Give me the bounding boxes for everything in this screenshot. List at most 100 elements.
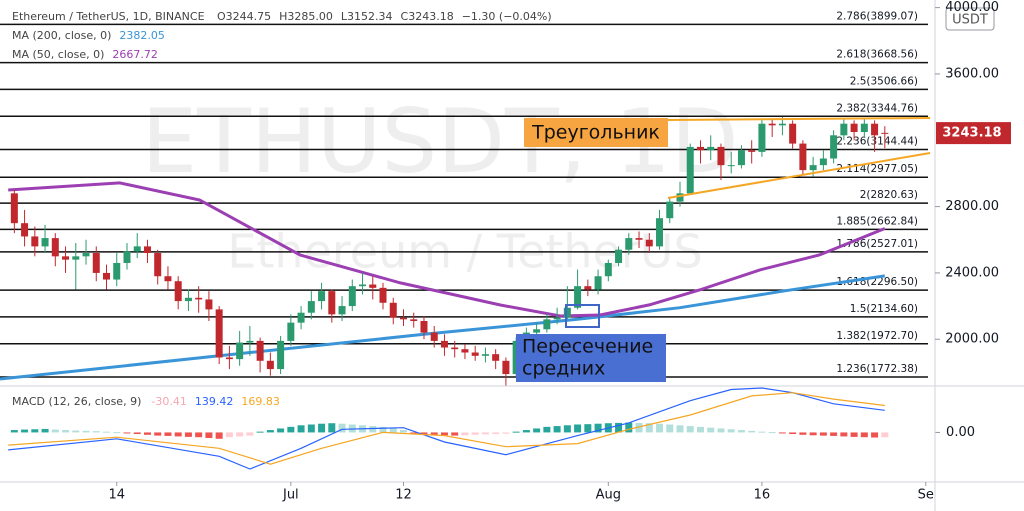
macd-histogram-bar <box>328 423 336 433</box>
macd-histogram-bar <box>154 432 162 436</box>
y-tick-label: 4000.00 <box>945 0 999 15</box>
candle-body <box>748 150 756 152</box>
legend: Ethereum / TetherUS, 1D, BINANCE MA (200… <box>12 10 552 408</box>
candle-body <box>881 132 889 134</box>
macd-histogram-bar <box>184 432 192 437</box>
candle-body <box>809 165 817 171</box>
candle-body <box>758 123 766 152</box>
x-tick-label: Aug <box>596 488 621 503</box>
candle-body <box>799 143 807 171</box>
macd-histogram-bar <box>809 432 817 436</box>
macd-histogram-bar <box>727 429 735 433</box>
macd-histogram-bar <box>215 432 223 439</box>
candle-body <box>359 284 367 287</box>
macd-histogram-bar <box>533 428 541 433</box>
macd-histogram-bar <box>92 431 100 433</box>
macd-legend: MACD (12, 26, close, 9) <box>12 395 141 408</box>
macd-histogram-bar <box>205 432 213 438</box>
candle-body <box>471 352 479 356</box>
y-tick-label: 2400.00 <box>945 265 999 280</box>
macd-histogram-bar <box>31 429 39 433</box>
candle-body <box>594 276 602 290</box>
candle-body <box>123 251 131 263</box>
fib-level-label: 2.786(3899.07) <box>836 10 918 22</box>
macd-histogram-bar <box>819 432 827 436</box>
candle-body <box>778 123 786 126</box>
candle-body <box>440 340 448 348</box>
annotations: Треугольник Пересечение средних <box>516 117 931 382</box>
macd-histogram-bar <box>645 423 653 433</box>
candle-body <box>133 246 141 252</box>
candle-body <box>318 291 326 302</box>
candle-body <box>727 165 735 167</box>
candle-body <box>399 317 407 320</box>
candle-body <box>676 193 684 202</box>
macd-histogram-bar <box>82 430 90 433</box>
candle-body <box>92 253 100 273</box>
macd-histogram-bar <box>615 422 623 433</box>
candle-body <box>72 256 80 260</box>
macd-histogram-bar <box>830 432 838 436</box>
macd-histogram-bar <box>164 432 172 436</box>
fib-level-label: 1.382(1972.70) <box>836 330 918 342</box>
candle-body <box>41 238 49 247</box>
x-tick-label: Se <box>918 488 934 503</box>
candle-body <box>635 238 643 240</box>
macd-histogram-bar <box>492 432 500 435</box>
y-tick-label: 2800.00 <box>945 199 999 214</box>
candle-body <box>328 291 336 315</box>
candle-body <box>205 299 213 310</box>
macd-histogram-bar <box>174 432 182 437</box>
candle-body <box>420 320 428 333</box>
ma-legend-value: 2382.05 <box>119 29 165 42</box>
macd-histogram-bar <box>860 432 868 438</box>
triangle-resistance <box>667 117 931 121</box>
macd-histogram-bar <box>481 432 489 435</box>
currency: USDT <box>952 13 988 28</box>
macd-histogram-bar <box>574 424 582 433</box>
macd-histogram-bar <box>440 432 448 436</box>
candle-body <box>164 276 172 282</box>
triangle-label-box <box>524 118 668 147</box>
macd-histogram-bar <box>51 429 59 433</box>
candle-body <box>143 246 151 254</box>
macd-histogram-bar <box>123 432 131 434</box>
y-tick-label: 3600.00 <box>945 66 999 81</box>
macd-histogram-bar <box>686 426 694 433</box>
candle-body <box>584 286 592 290</box>
candle-body <box>574 286 582 308</box>
macd-histogram-bar <box>696 426 704 433</box>
macd-histogram-bar <box>389 428 397 433</box>
macd-line-value: 139.42 <box>195 395 234 408</box>
candle-body <box>789 123 797 144</box>
x-tick-label: 12 <box>395 488 412 503</box>
macd-histogram-bar <box>133 432 141 435</box>
candle-body <box>410 319 418 321</box>
candle-body <box>645 239 653 247</box>
macd-histogram-bar <box>502 432 510 434</box>
candles <box>10 117 889 386</box>
candle-body <box>707 146 715 151</box>
macd-histogram-bar <box>461 432 469 436</box>
ohlc-legend: L3152.34 <box>341 10 393 23</box>
macd-histogram-bar <box>799 432 807 435</box>
candle-body <box>860 123 868 132</box>
macd-histogram-bar <box>871 432 879 438</box>
candle-body <box>686 146 694 194</box>
currency-box <box>945 7 995 31</box>
candle-body <box>871 123 879 136</box>
macd-histogram-bar <box>225 432 233 438</box>
ohlc-legend: H3285.00 <box>279 10 333 23</box>
candle-body <box>297 312 305 323</box>
fib-level-label: 1.5(2134.60) <box>850 303 918 315</box>
crossing-label: Пересечение <box>522 336 653 358</box>
macd-histogram-bar <box>21 429 29 433</box>
candle-body <box>338 306 346 315</box>
axes: USDT 4000.00 3600.00 2800.00 2400.00 2000.00… <box>108 0 1011 511</box>
macd-histogram-bar <box>666 424 674 433</box>
candle-body <box>389 302 397 318</box>
candle-body <box>451 347 459 350</box>
candle-body <box>717 146 725 166</box>
ohlc-legend: O3244.75 <box>217 10 271 23</box>
